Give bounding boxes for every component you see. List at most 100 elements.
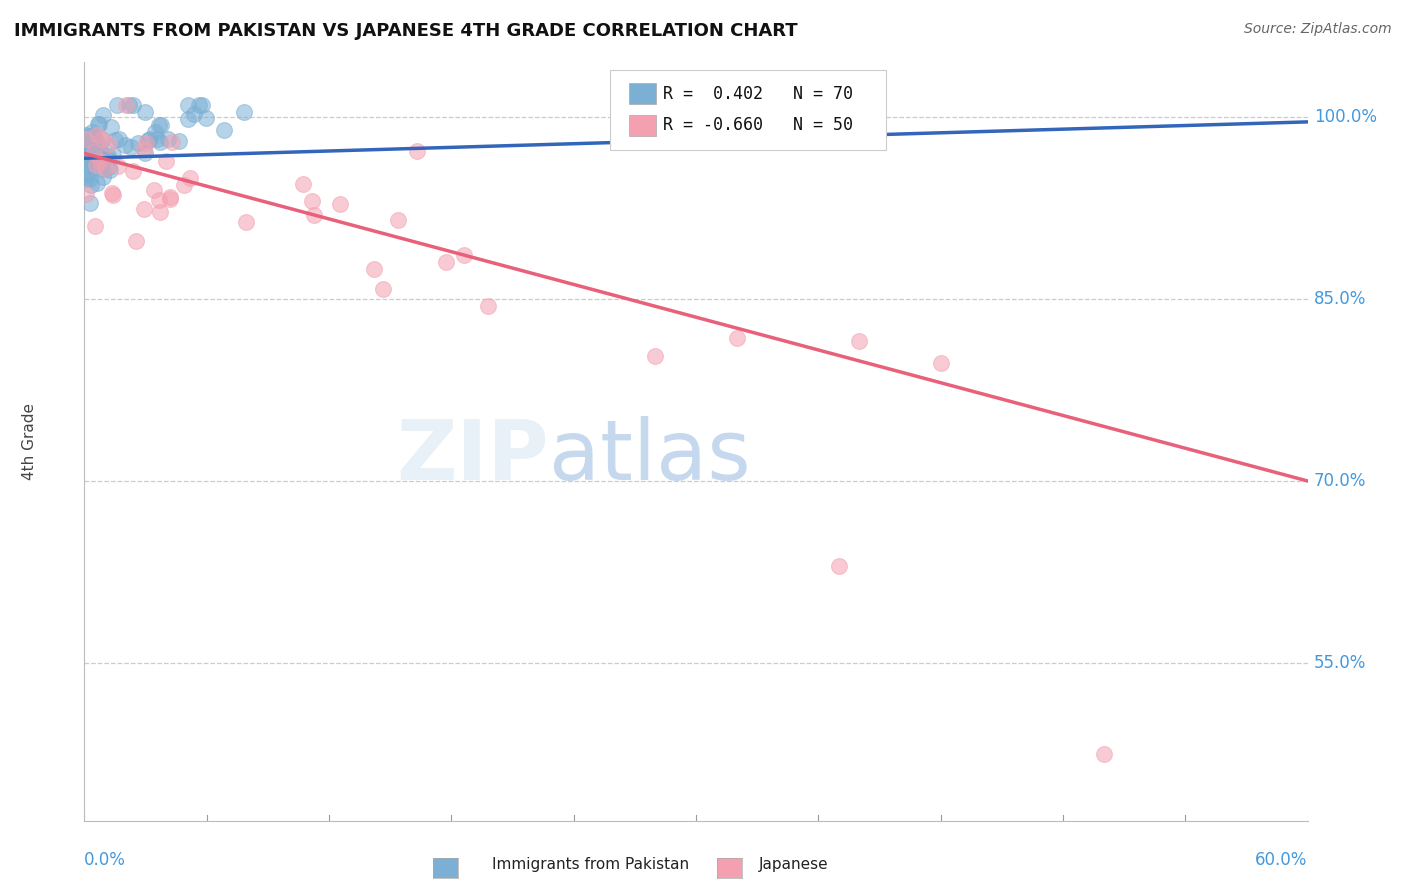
Text: 70.0%: 70.0% — [1313, 472, 1367, 490]
Point — [233, 104, 256, 119]
Point — [80, 178, 103, 193]
Text: 55.0%: 55.0% — [1313, 654, 1367, 672]
Point — [82, 153, 104, 168]
Point — [132, 142, 155, 156]
Point — [76, 150, 98, 164]
Point — [84, 135, 107, 149]
Point — [194, 112, 217, 126]
Point — [94, 161, 117, 176]
Point — [91, 162, 114, 177]
Point — [75, 171, 97, 186]
Point — [75, 154, 97, 169]
Point — [177, 112, 200, 126]
Point — [122, 164, 145, 178]
Point — [75, 128, 97, 142]
Point — [100, 120, 122, 134]
Text: Immigrants from Pakistan: Immigrants from Pakistan — [492, 857, 689, 872]
Point — [848, 334, 870, 348]
Point — [91, 170, 114, 185]
Point — [80, 125, 103, 139]
Point — [107, 159, 129, 173]
Point — [434, 254, 457, 268]
Text: R = -0.660   N = 50: R = -0.660 N = 50 — [664, 116, 853, 135]
Point — [82, 142, 104, 156]
Point — [301, 194, 323, 209]
Point — [104, 133, 127, 147]
Point — [134, 202, 156, 216]
Point — [127, 136, 149, 151]
Point — [190, 98, 212, 112]
Point — [77, 138, 100, 153]
Text: atlas: atlas — [550, 417, 751, 497]
Point — [101, 188, 124, 202]
Bar — [628, 115, 655, 136]
Point — [75, 152, 97, 166]
Point — [76, 167, 98, 181]
Point — [177, 98, 200, 112]
Point — [79, 171, 101, 186]
Point — [134, 145, 156, 160]
Text: IMMIGRANTS FROM PAKISTAN VS JAPANESE 4TH GRADE CORRELATION CHART: IMMIGRANTS FROM PAKISTAN VS JAPANESE 4TH… — [14, 22, 797, 40]
Point — [328, 197, 350, 211]
Text: ZIP: ZIP — [396, 417, 550, 497]
Point — [139, 131, 162, 145]
Point — [157, 132, 180, 146]
Point — [135, 136, 157, 150]
Point — [173, 178, 195, 193]
Point — [84, 158, 107, 172]
Text: 100.0%: 100.0% — [1313, 108, 1376, 126]
Point — [97, 149, 120, 163]
Point — [291, 178, 314, 192]
Point — [91, 131, 114, 145]
Point — [89, 143, 111, 157]
Point — [125, 235, 148, 249]
Point — [115, 98, 138, 112]
Point — [84, 132, 107, 146]
Point — [75, 167, 97, 181]
Text: Japanese: Japanese — [759, 857, 830, 872]
Point — [101, 186, 124, 201]
Point — [75, 187, 97, 202]
Point — [82, 160, 104, 174]
Point — [160, 136, 183, 150]
Point — [304, 208, 326, 222]
Point — [183, 107, 205, 121]
Point — [79, 196, 101, 211]
Point — [188, 98, 211, 112]
Point — [235, 215, 257, 229]
Point — [103, 147, 125, 161]
Point — [149, 118, 172, 132]
Point — [108, 132, 131, 146]
Point — [89, 139, 111, 153]
Point — [1092, 747, 1115, 761]
Point — [148, 193, 170, 207]
Point — [114, 137, 136, 152]
Point — [155, 153, 177, 168]
Point — [75, 144, 97, 158]
Point — [75, 132, 97, 146]
Point — [90, 133, 112, 147]
Point — [143, 182, 166, 196]
Point — [89, 153, 111, 168]
Point — [406, 144, 429, 158]
Point — [98, 161, 121, 175]
Point — [143, 125, 166, 139]
Point — [86, 117, 108, 131]
Point — [118, 98, 141, 112]
Point — [82, 145, 104, 160]
Point — [828, 558, 851, 573]
Point — [90, 155, 112, 169]
Text: R =  0.402   N = 70: R = 0.402 N = 70 — [664, 85, 853, 103]
Text: 60.0%: 60.0% — [1256, 851, 1308, 869]
Point — [86, 176, 108, 190]
Point — [149, 204, 172, 219]
Point — [159, 193, 181, 207]
Bar — [628, 83, 655, 104]
Point — [105, 98, 128, 112]
Point — [387, 212, 409, 227]
Text: 4th Grade: 4th Grade — [22, 403, 37, 480]
Point — [84, 219, 107, 234]
FancyBboxPatch shape — [610, 70, 886, 150]
Point — [75, 145, 97, 159]
Point — [76, 137, 98, 152]
